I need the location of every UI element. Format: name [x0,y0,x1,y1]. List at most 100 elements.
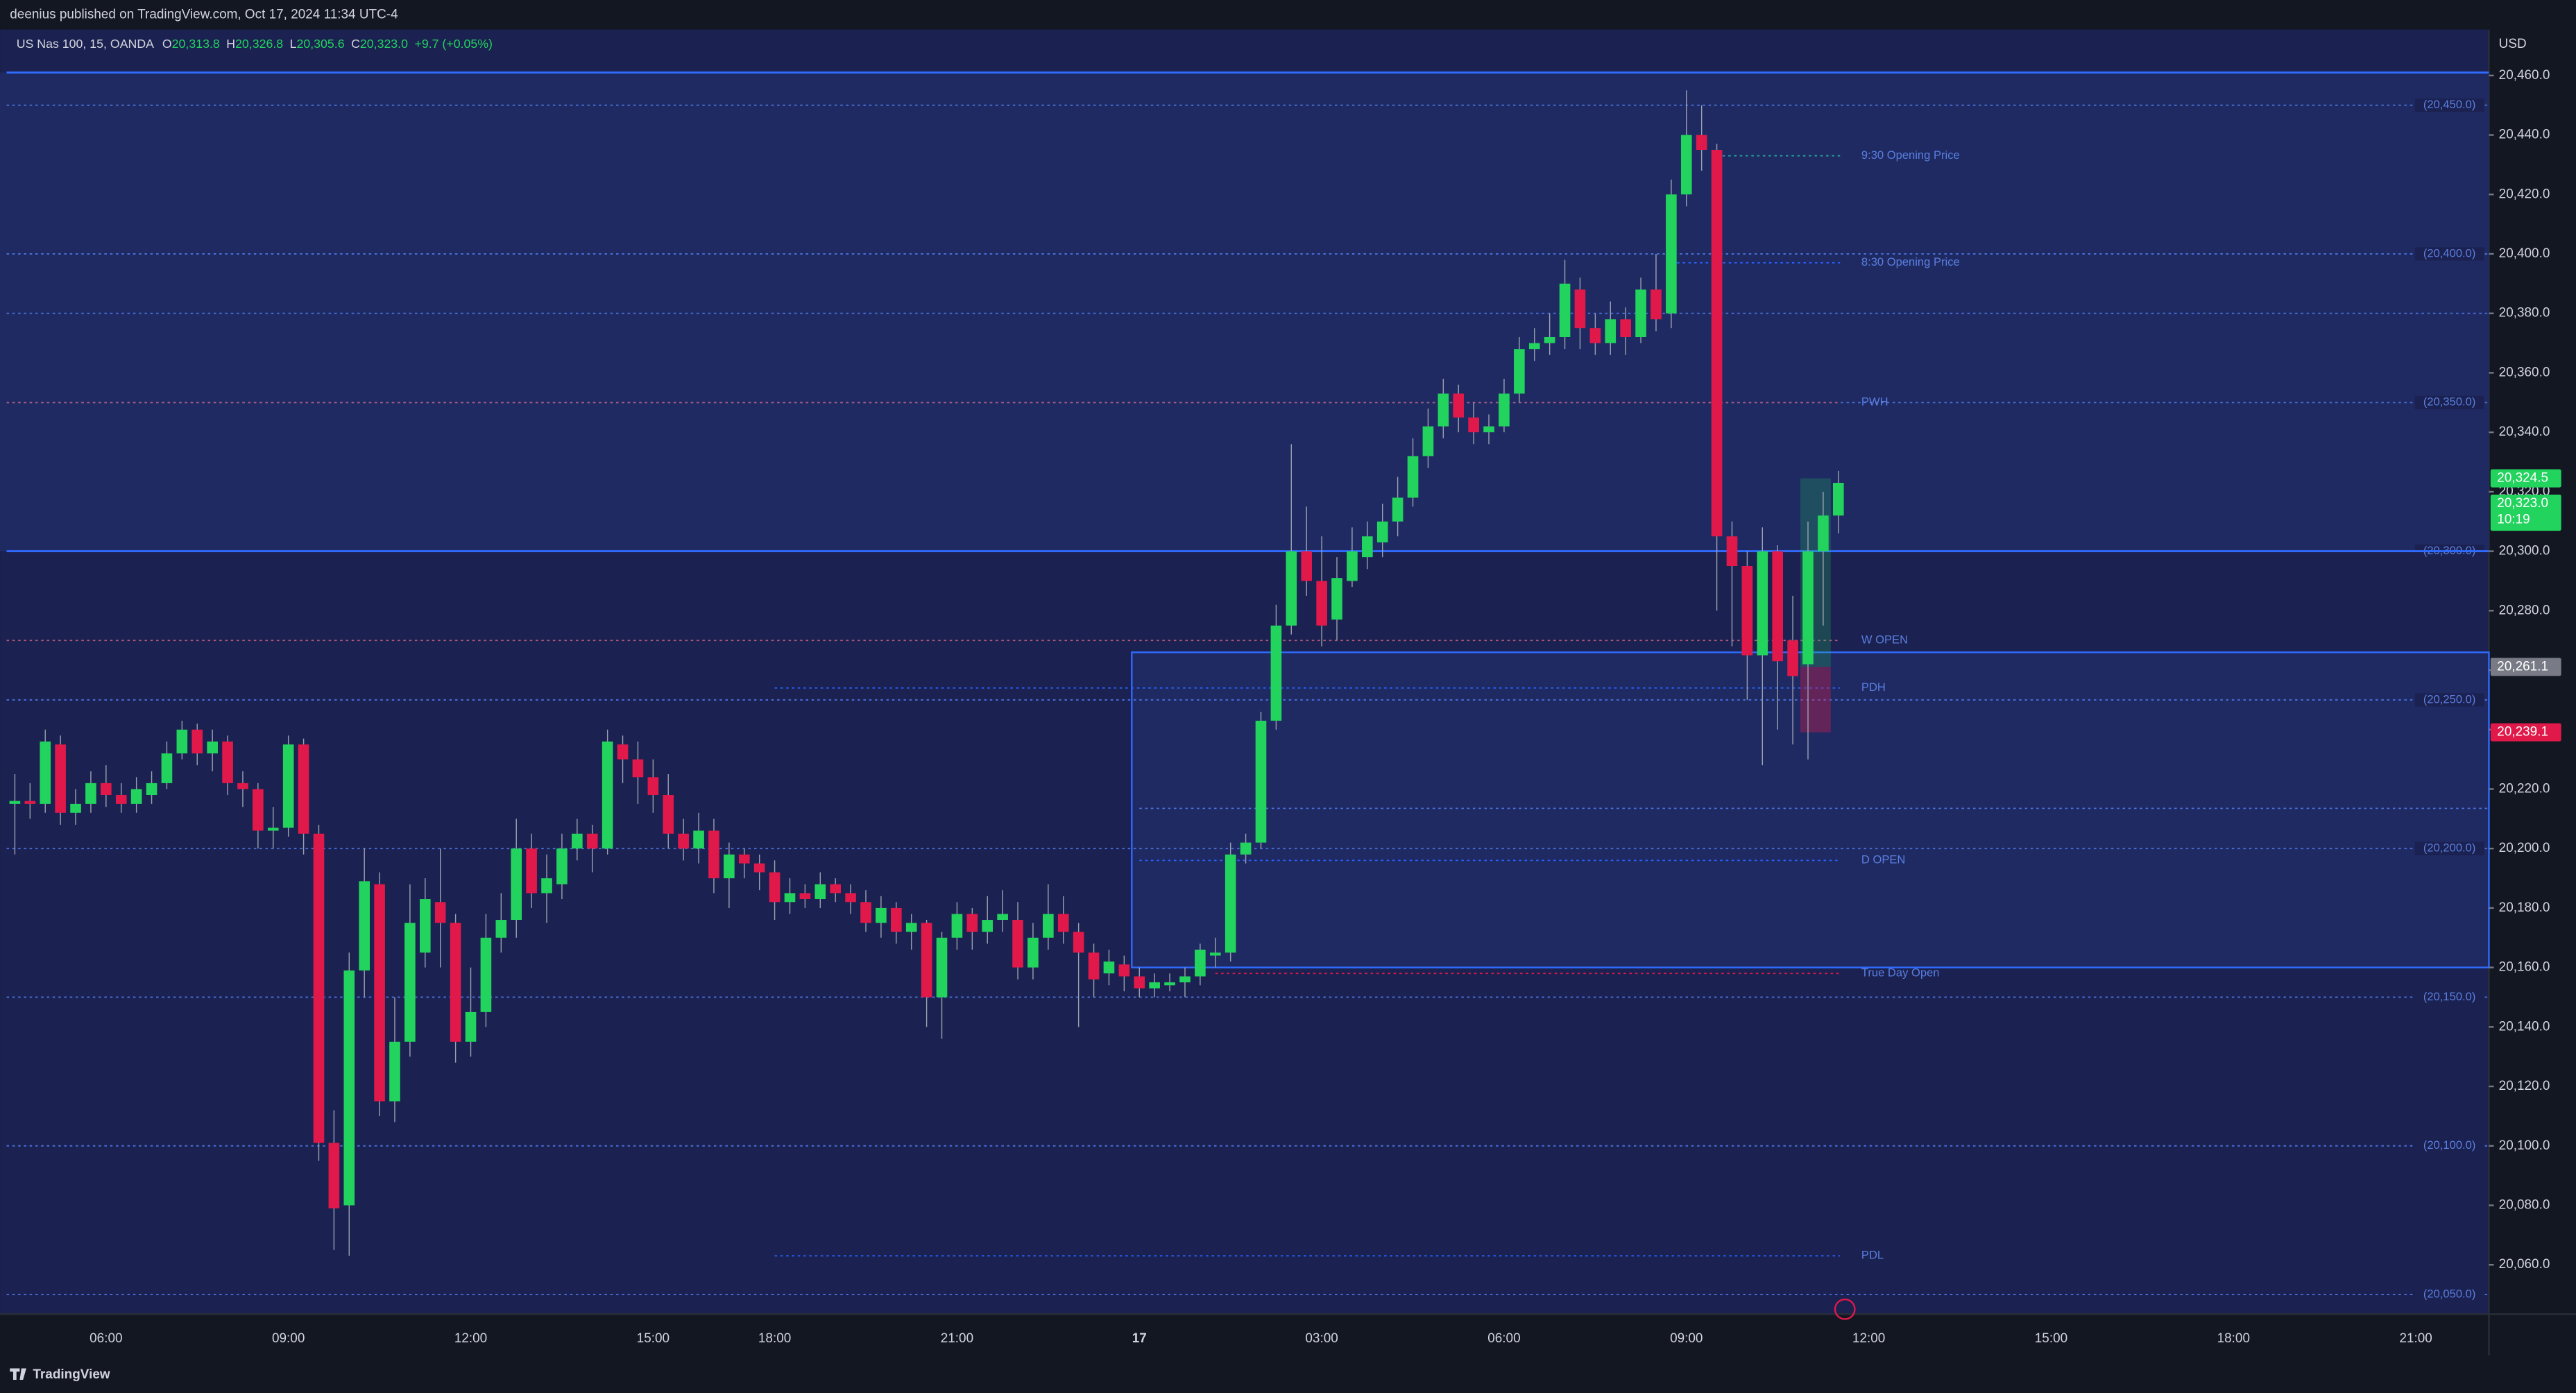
legend-part: 20,323.0 [360,37,408,51]
price-line-label-bg [2414,1288,2484,1301]
stop-zone [1800,667,1831,733]
legend-part: C [351,37,360,51]
y-tick-label: 20,200.0 [2499,841,2550,855]
candle-body [1225,854,1236,953]
y-tick-label: 20,140.0 [2499,1019,2550,1034]
y-tick-label: 20,100.0 [2499,1138,2550,1153]
candle-body [359,881,370,971]
candle-body [1057,914,1069,932]
candle-body [678,833,689,849]
x-tick-label: 17 [1132,1331,1147,1346]
candle-body [1468,417,1479,433]
candle-body [9,801,21,804]
level-label: 8:30 Opening Price [1861,255,1960,268]
price-line-label: (20,250.0) [2423,692,2476,706]
y-tick-label: 20,420.0 [2499,187,2550,201]
candle-body [617,744,629,760]
candle-body [1620,319,1631,337]
candle-body [1605,319,1617,343]
candle-body [647,777,659,796]
candle-body [1407,456,1419,498]
candle-body [419,899,431,953]
candle-body [1741,566,1753,656]
price-badge [2490,658,2561,676]
candle-body [511,848,522,921]
candle-body [556,848,568,884]
level-label: W OPEN [1861,633,1908,647]
x-tick-label: 12:00 [1852,1331,1885,1346]
candle-body [1316,581,1327,626]
candle-body [1483,426,1494,433]
brand-logo [10,1368,26,1381]
candle-body [799,893,811,900]
candle-body [1361,536,1373,558]
level-label: PDL [1861,1249,1884,1262]
candle-body [905,923,917,932]
zone [0,72,2489,552]
event-icon[interactable] [1834,1298,1856,1320]
candle-body [374,884,385,1102]
x-tick-label: 21:00 [941,1331,973,1346]
price-badge-label: 20,261.1 [2497,659,2548,674]
candle-body [1772,551,1784,662]
candle-body [966,914,978,932]
candle-body [40,741,51,804]
candle-body [207,741,218,754]
candle-body [1666,194,1677,314]
candle-body [389,1041,400,1102]
x-tick-label: 18:00 [2217,1331,2250,1346]
candle-body [24,801,36,804]
price-badge-label: 20,239.1 [2497,725,2548,740]
candle-body [1757,551,1768,656]
x-tick-label: 12:00 [454,1331,487,1346]
y-tick-label: 20,060.0 [2499,1257,2550,1272]
y-tick-label: 20,280.0 [2499,603,2550,617]
candle-body [1589,328,1601,343]
price-badge-label: 20,323.0 [2497,496,2548,511]
brand: TradingView [33,1367,110,1382]
y-tick-label: 20,340.0 [2499,425,2550,439]
candle-body [876,907,887,923]
candle-body [85,783,96,804]
y-tick-label: 20,300.0 [2499,544,2550,558]
candle-body [814,884,826,900]
x-tick-label: 15:00 [637,1331,669,1346]
candle-body [1514,349,1525,394]
candle-body [328,1143,340,1208]
legend-part: O [162,37,172,51]
candle-body [1559,283,1571,337]
candle-body [724,854,735,879]
candle-body [738,854,750,864]
candle-body [253,789,264,831]
y-tick-label: 20,180.0 [2499,900,2550,915]
currency: USD [2499,37,2527,51]
price-line-label-bg [2414,395,2484,409]
candle-body [55,744,66,813]
level-label: PDH [1861,681,1886,694]
candle-body [982,920,993,932]
candle-body [1696,135,1707,150]
price-line-label: (20,100.0) [2423,1138,2476,1152]
legend-part: 20,326.8 [235,37,283,51]
candle-body [1149,982,1160,989]
candle-body [890,907,902,932]
y-tick-label: 20,220.0 [2499,781,2550,796]
price-badge-label: 20,324.5 [2497,471,2548,486]
candle-body [1286,551,1297,626]
candle-body [860,902,871,923]
candle-body [1347,551,1358,581]
candle-body [146,783,157,796]
candle-body [753,863,765,873]
candle-body [1088,952,1100,980]
candle-body [663,795,674,834]
price-badge [2490,723,2561,742]
candle-body [1073,932,1084,953]
candle-body [1376,521,1388,542]
y-tick-label: 20,400.0 [2499,246,2550,261]
candle-body [450,923,461,1042]
candle-body [237,783,248,789]
x-tick-label: 15:00 [2035,1331,2067,1346]
candle-body [1240,842,1252,855]
legend-part: 20,313.8 [172,37,220,51]
